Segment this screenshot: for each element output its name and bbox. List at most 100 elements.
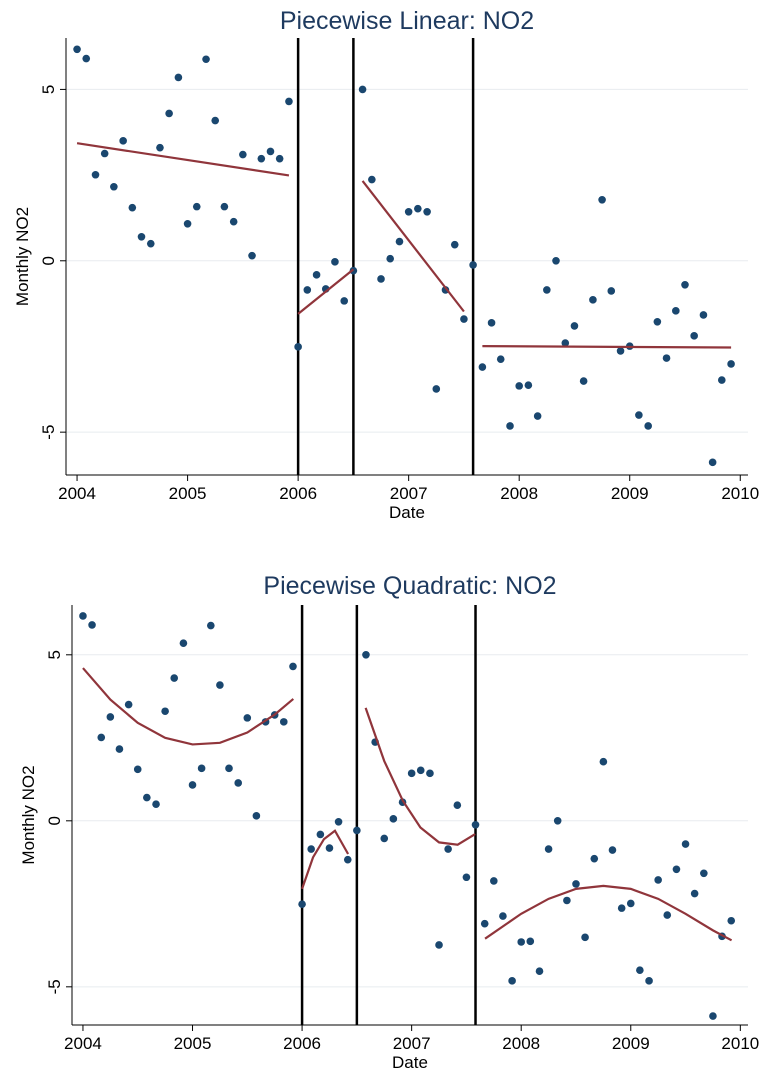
data-point xyxy=(133,765,142,774)
data-point xyxy=(79,612,87,620)
chart-title: Piecewise Linear: NO2 xyxy=(280,7,534,35)
data-point xyxy=(690,889,699,898)
data-point xyxy=(106,713,115,721)
data-point xyxy=(119,137,127,145)
data-point xyxy=(450,240,459,249)
data-point xyxy=(672,307,680,315)
data-point xyxy=(598,195,606,204)
x-tick-label: 2006 xyxy=(279,484,317,503)
y-tick-label: 0 xyxy=(45,816,64,825)
data-point xyxy=(362,651,370,659)
x-tick-label: 2005 xyxy=(169,484,207,503)
x-tick-label: 2006 xyxy=(283,1034,321,1053)
data-point xyxy=(462,873,471,882)
data-point xyxy=(380,834,389,843)
data-point xyxy=(389,815,398,823)
data-point xyxy=(662,354,671,362)
data-point xyxy=(423,207,431,216)
data-point xyxy=(524,381,533,390)
data-point xyxy=(183,219,192,228)
data-point xyxy=(165,109,173,118)
data-point xyxy=(471,820,480,829)
data-point xyxy=(645,977,653,985)
x-tick-label: 2007 xyxy=(393,1034,431,1053)
data-point xyxy=(188,781,197,789)
data-point xyxy=(681,280,689,289)
x-axis-label: Date xyxy=(392,1053,428,1072)
data-point xyxy=(110,182,118,191)
data-point xyxy=(91,170,100,179)
x-tick-label: 2010 xyxy=(721,1034,759,1053)
data-point xyxy=(82,54,91,63)
data-point xyxy=(718,376,726,384)
data-point xyxy=(469,261,477,269)
data-point xyxy=(248,251,256,260)
data-point xyxy=(681,840,690,848)
x-tick-label: 2008 xyxy=(502,1034,540,1053)
fit-line xyxy=(484,884,733,942)
data-point xyxy=(570,322,579,330)
data-point xyxy=(553,817,562,825)
data-point xyxy=(334,818,343,826)
data-point xyxy=(152,800,160,809)
data-point xyxy=(581,933,589,942)
x-tick-label: 2008 xyxy=(500,484,538,503)
data-point xyxy=(73,45,81,54)
data-point xyxy=(708,458,717,467)
data-point xyxy=(211,116,220,125)
data-point xyxy=(115,745,124,753)
data-point xyxy=(496,355,505,363)
data-point xyxy=(460,315,468,323)
data-point xyxy=(543,286,551,294)
data-point xyxy=(100,149,109,158)
data-point xyxy=(590,854,599,863)
data-point xyxy=(202,55,210,64)
data-point xyxy=(444,845,452,853)
data-point xyxy=(294,343,302,351)
data-point xyxy=(480,919,489,928)
data-point xyxy=(552,256,560,265)
data-point xyxy=(124,700,133,709)
data-point xyxy=(156,143,164,152)
data-point xyxy=(316,830,325,839)
data-point xyxy=(386,254,394,263)
data-point xyxy=(146,239,155,248)
data-point xyxy=(727,916,736,925)
data-point xyxy=(654,876,662,884)
data-point xyxy=(690,332,698,340)
data-point xyxy=(663,911,672,919)
data-point xyxy=(453,801,462,810)
data-point xyxy=(225,764,233,773)
data-point xyxy=(535,967,544,976)
data-point xyxy=(572,880,580,888)
data-point xyxy=(487,319,496,327)
data-point xyxy=(508,977,516,985)
data-point xyxy=(216,681,224,689)
data-point xyxy=(170,674,179,682)
data-point xyxy=(478,363,487,371)
data-point xyxy=(515,382,523,390)
data-point xyxy=(626,899,635,908)
y-tick-label: 5 xyxy=(45,650,64,659)
data-point xyxy=(426,769,434,778)
x-tick-label: 2010 xyxy=(721,484,759,503)
fit-line xyxy=(82,667,295,746)
data-point xyxy=(607,287,616,295)
y-tick-label: 0 xyxy=(39,256,58,265)
fit-line xyxy=(482,345,732,349)
data-point xyxy=(179,639,188,647)
data-point xyxy=(331,258,339,266)
data-point xyxy=(608,846,617,854)
fit-line xyxy=(76,142,290,177)
data-point xyxy=(700,869,708,878)
data-point xyxy=(517,938,526,946)
data-point xyxy=(239,150,247,159)
data-point xyxy=(234,779,243,787)
data-point xyxy=(358,85,367,94)
x-tick-label: 2009 xyxy=(612,1034,650,1053)
data-point xyxy=(644,422,652,430)
y-axis-label: Monthly NO2 xyxy=(13,207,32,306)
data-point xyxy=(435,941,443,949)
data-point xyxy=(192,202,201,211)
y-axis-label: Monthly NO2 xyxy=(19,765,38,864)
